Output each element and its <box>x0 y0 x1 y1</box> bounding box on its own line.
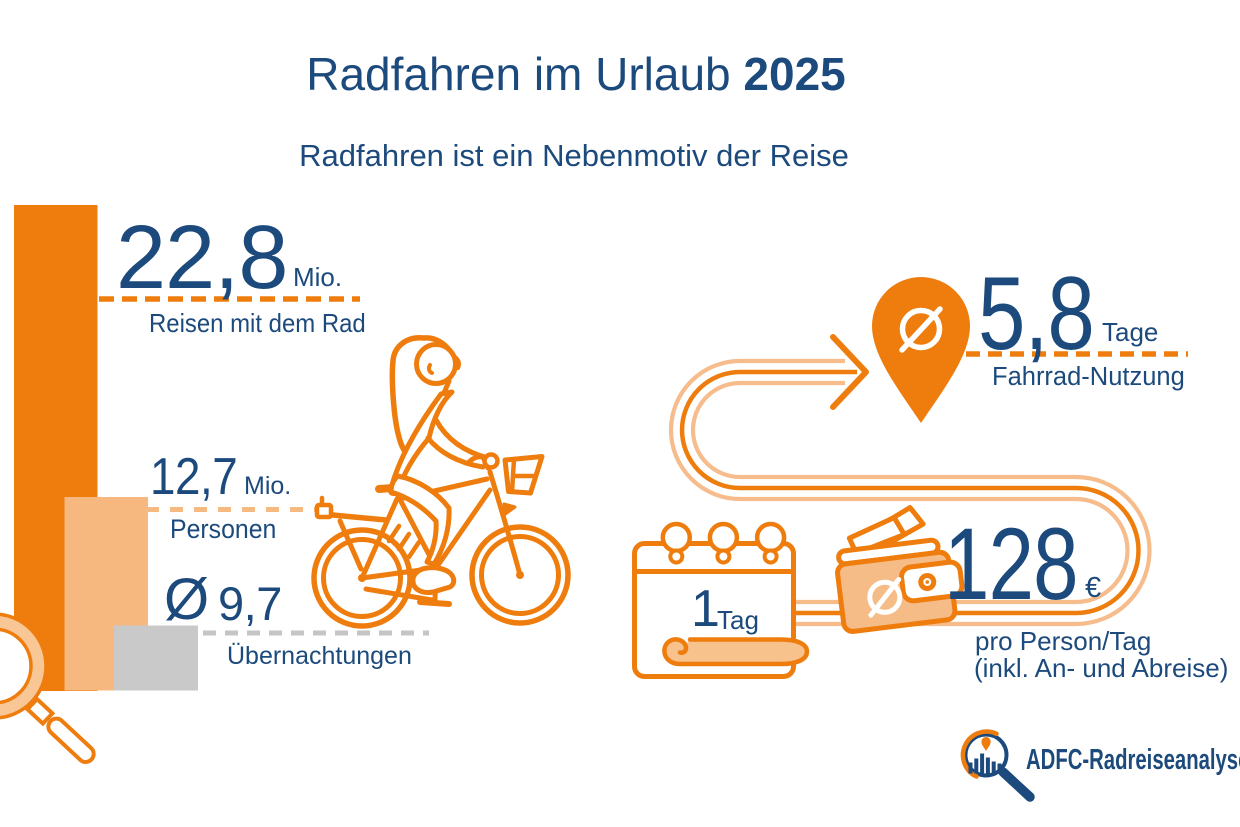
persons-unit: Mio. <box>244 472 292 500</box>
cyclist-illustration <box>311 335 571 629</box>
usage-unit: Tage <box>1102 317 1159 347</box>
front-wheel <box>469 524 571 626</box>
persons-value: 12,7 <box>150 448 238 506</box>
map-pin-icon <box>872 277 970 423</box>
page-title: Radfahren im Urlaub 2025 <box>0 51 1152 97</box>
trips-value: 22,8 <box>116 208 288 308</box>
rider-leg <box>388 473 452 567</box>
cost-label-line1: pro Person/Tag <box>975 626 1152 656</box>
calendar-page-curl <box>662 637 810 667</box>
usage-label: Fahrrad-Nutzung <box>992 363 1185 391</box>
route-center-line <box>679 369 1141 616</box>
logo-bars <box>968 753 1002 774</box>
magnifier-icon <box>0 612 96 764</box>
nights-value: 9,7 <box>218 577 282 630</box>
cost-label-line2: (inkl. An- und Abreise) <box>974 653 1229 683</box>
bike-basket-icon <box>502 454 545 516</box>
page-title-main: Radfahren im Urlaub <box>306 48 731 100</box>
adfc-logo-icon <box>960 729 1035 802</box>
cost-value: 128 <box>944 507 1079 621</box>
usage-value: 5,8 <box>978 256 1095 372</box>
nights-symbol: Ø <box>164 567 209 632</box>
calendar-icon <box>632 521 810 679</box>
bar-nights <box>114 625 198 691</box>
logo-text: ADFC-Radreiseanalyse <box>1026 744 1240 776</box>
trips-label: Reisen mit dem Rad <box>149 308 366 338</box>
rider-head <box>414 342 458 386</box>
route-arrow-icon <box>830 334 869 410</box>
nights-label: Übernachtungen <box>227 642 412 670</box>
logo-pin-icon <box>981 737 991 751</box>
rear-rack <box>314 495 389 572</box>
trips-unit: Mio. <box>293 262 343 292</box>
page-subtitle: Radfahren ist ein Nebenmotiv der Reise <box>299 138 849 173</box>
route-inner-line <box>690 380 1152 627</box>
duration-value: 1 <box>691 580 720 638</box>
rider-figure <box>375 335 500 595</box>
rider-hair <box>389 335 453 461</box>
calendar-rings <box>660 521 787 565</box>
rider-shoe <box>410 565 457 595</box>
persons-label: Personen <box>170 514 277 544</box>
duration-unit: Tag <box>717 605 759 635</box>
page-title-year: 2025 <box>743 48 846 100</box>
wallet-icon <box>835 505 965 634</box>
route-path <box>668 334 1152 627</box>
cost-unit: € <box>1085 572 1102 604</box>
route-outer-line <box>668 358 1130 605</box>
